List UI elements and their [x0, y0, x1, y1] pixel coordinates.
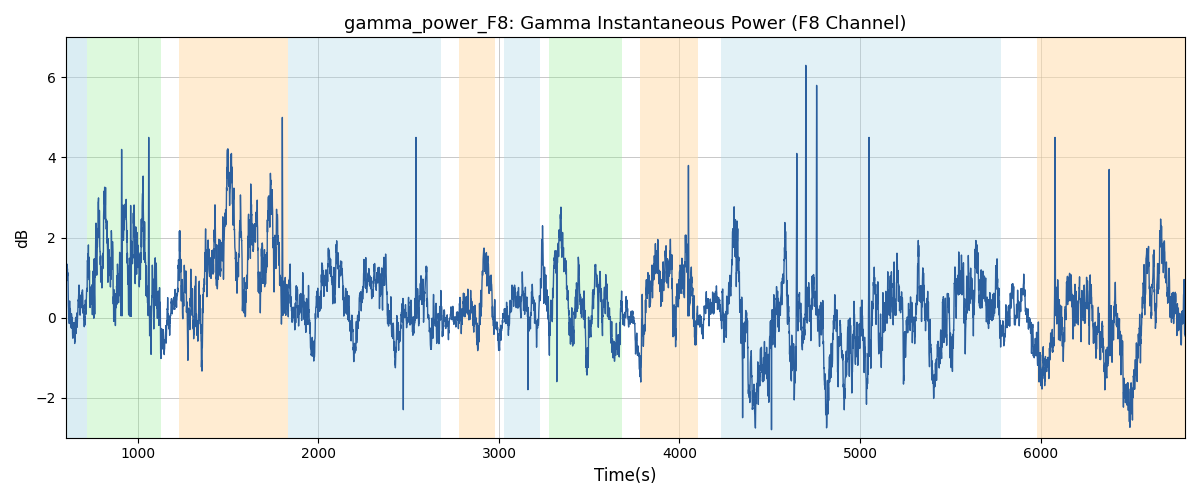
Bar: [179, 38, 288, 438]
Bar: [310, 38, 442, 438]
X-axis label: Time(s): Time(s): [594, 467, 656, 485]
Bar: [640, 38, 697, 438]
Y-axis label: dB: dB: [16, 228, 30, 248]
Bar: [721, 38, 803, 438]
Bar: [88, 38, 161, 438]
Bar: [1037, 38, 1186, 438]
Bar: [504, 38, 540, 438]
Bar: [288, 38, 310, 438]
Bar: [550, 38, 622, 438]
Title: gamma_power_F8: Gamma Instantaneous Power (F8 Channel): gamma_power_F8: Gamma Instantaneous Powe…: [344, 15, 906, 34]
Bar: [460, 38, 496, 438]
Bar: [803, 38, 1001, 438]
Bar: [66, 38, 88, 438]
